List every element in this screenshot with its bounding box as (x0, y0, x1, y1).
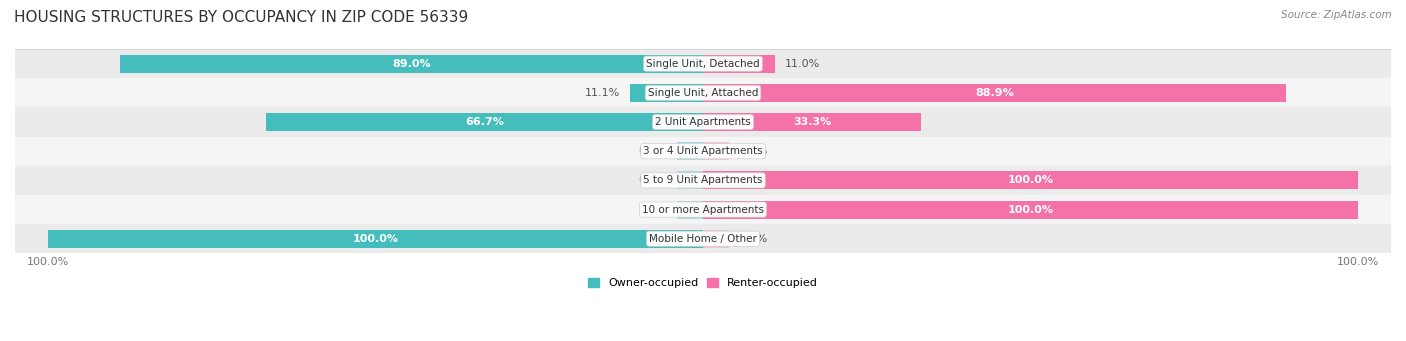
Bar (15, 78, 1391, 107)
Text: 10 or more Apartments: 10 or more Apartments (643, 205, 763, 214)
Text: 88.9%: 88.9% (974, 88, 1014, 98)
Text: 0.0%: 0.0% (740, 234, 768, 244)
Text: 11.1%: 11.1% (585, 88, 620, 98)
Bar (676, 142, 703, 160)
Text: Mobile Home / Other: Mobile Home / Other (650, 234, 756, 244)
Text: Single Unit, Attached: Single Unit, Attached (648, 88, 758, 98)
Text: 5 to 9 Unit Apartments: 5 to 9 Unit Apartments (644, 175, 762, 186)
Bar (15, 195, 1391, 224)
Text: 0.0%: 0.0% (638, 175, 666, 186)
Bar (703, 171, 1358, 190)
Bar (703, 201, 1358, 219)
Bar (266, 113, 703, 131)
Bar (703, 55, 775, 73)
Text: 66.7%: 66.7% (465, 117, 503, 127)
Bar (676, 171, 703, 190)
Bar (703, 142, 730, 160)
Text: Single Unit, Detached: Single Unit, Detached (647, 59, 759, 69)
Bar (703, 84, 1285, 102)
Text: 100.0%: 100.0% (353, 234, 398, 244)
Text: 0.0%: 0.0% (638, 205, 666, 214)
Text: HOUSING STRUCTURES BY OCCUPANCY IN ZIP CODE 56339: HOUSING STRUCTURES BY OCCUPANCY IN ZIP C… (14, 10, 468, 25)
Text: 3 or 4 Unit Apartments: 3 or 4 Unit Apartments (643, 146, 763, 156)
Text: 11.0%: 11.0% (785, 59, 820, 69)
Bar (676, 201, 703, 219)
Bar (630, 84, 703, 102)
Bar (15, 107, 1391, 137)
Text: 0.0%: 0.0% (638, 146, 666, 156)
Text: 0.0%: 0.0% (740, 146, 768, 156)
Bar (15, 224, 1391, 253)
Text: 89.0%: 89.0% (392, 59, 430, 69)
Bar (15, 166, 1391, 195)
Bar (703, 230, 730, 248)
Text: Source: ZipAtlas.com: Source: ZipAtlas.com (1281, 10, 1392, 20)
Bar (703, 113, 921, 131)
Text: 33.3%: 33.3% (793, 117, 831, 127)
Text: 100.0%: 100.0% (1008, 175, 1053, 186)
Bar (15, 137, 1391, 166)
Legend: Owner-occupied, Renter-occupied: Owner-occupied, Renter-occupied (583, 273, 823, 293)
Text: 2 Unit Apartments: 2 Unit Apartments (655, 117, 751, 127)
Bar (120, 55, 703, 73)
Bar (15, 49, 1391, 78)
Bar (48, 230, 703, 248)
Text: 100.0%: 100.0% (1008, 205, 1053, 214)
